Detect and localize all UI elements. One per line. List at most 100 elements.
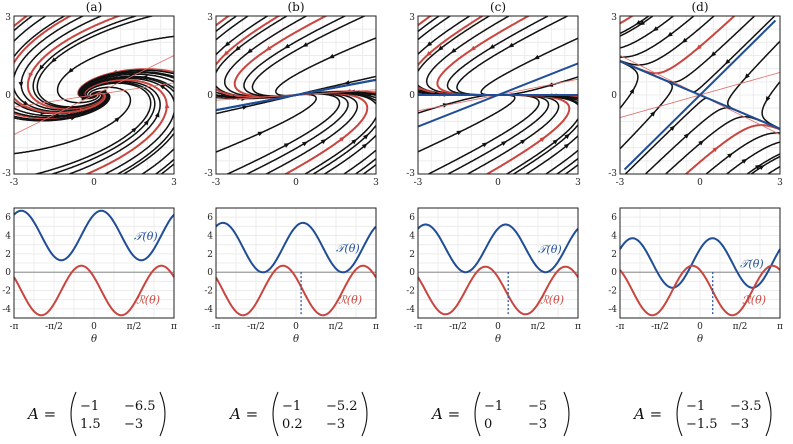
- matrix: A = −1 −6.5 1.5 −3: [26, 391, 166, 437]
- curve-xtick: 0: [697, 322, 703, 332]
- curve-ytick: -2: [2, 287, 11, 297]
- flow-arrow: [328, 53, 335, 59]
- curve-ytick: 0: [409, 268, 415, 278]
- R-curve: [417, 265, 579, 316]
- flow-arrow: [669, 125, 676, 131]
- curve-ytick: 4: [611, 232, 617, 242]
- flow-arrow: [533, 54, 540, 60]
- black-trajectory: [418, 94, 498, 114]
- curve-ytick: -4: [2, 305, 11, 315]
- curve-xtick: -π: [10, 322, 19, 332]
- phase-ytick: 0: [611, 91, 617, 101]
- matrix-prefix: A =: [430, 405, 460, 423]
- R-label: ℛ(θ): [136, 293, 160, 306]
- curve-ytick: 6: [409, 213, 415, 223]
- matrix-prefix: A =: [632, 405, 662, 423]
- flow-arrow: [470, 45, 476, 51]
- flow-arrow: [667, 31, 673, 38]
- flow-arrow: [51, 57, 57, 63]
- black-trajectory: [620, 16, 695, 58]
- eigen-direction: [216, 78, 376, 112]
- black-trajectory: [426, 94, 540, 174]
- paren-right: [159, 391, 166, 437]
- paren-left: [272, 391, 279, 437]
- flow-arrow: [539, 136, 546, 142]
- flow-arrow: [501, 140, 508, 146]
- curve-ytick: -4: [406, 305, 415, 315]
- curve-xlabel: θ: [91, 334, 97, 345]
- flow-arrow: [456, 130, 463, 136]
- flow-arrow: [481, 142, 488, 148]
- flow-arrow: [437, 45, 444, 51]
- matrix-entry: −5.2: [326, 399, 358, 414]
- flow-arrow: [681, 37, 688, 44]
- curve-ytick: 4: [5, 232, 11, 242]
- curve-grid: [418, 208, 578, 318]
- flow-arrow: [710, 51, 717, 57]
- nullcline-y: [14, 55, 174, 135]
- black-trajectory: [745, 153, 780, 174]
- flow-arrow: [635, 19, 642, 25]
- curve-xtick: -π: [616, 322, 625, 332]
- black-trajectory: [620, 16, 655, 37]
- curve-xtick: π: [777, 322, 783, 332]
- panel-c: (c) -3 0 3 3 0 -3 𝒯(θ) ℛ(θ) 6 4 2 0 -2 -4 -π -π/2 0 π/2 π θ A…: [406, 0, 581, 437]
- matrix-entry: 1.5: [80, 417, 101, 432]
- flow-arrow: [302, 42, 309, 47]
- black-trajectory: [727, 40, 780, 130]
- matrix-entry: 0.2: [282, 417, 303, 432]
- flow-arrow: [564, 133, 571, 139]
- flow-arrow: [741, 158, 748, 164]
- phase-xtick: -3: [10, 178, 19, 188]
- curve-plot: 𝒯(θ) ℛ(θ) 6 4 2 0 -2 -4 -π -π/2 0 π/2 π θ: [406, 207, 581, 345]
- eigen-direction: [623, 19, 777, 171]
- black-trajectory: [705, 132, 780, 174]
- curve-grid: [620, 208, 780, 318]
- flow-arrow: [363, 133, 369, 140]
- black-trajectory: [216, 16, 296, 99]
- paren-right: [563, 391, 570, 437]
- curve-xtick: π/2: [329, 322, 344, 332]
- curve-ytick: -2: [406, 287, 415, 297]
- black-trajectory: [620, 60, 673, 150]
- curve-ytick: 6: [207, 213, 213, 223]
- curve-ytick: 2: [409, 250, 415, 260]
- matrix-entry: −1: [686, 399, 705, 414]
- curve-ytick: 4: [207, 232, 213, 242]
- matrix: A = −1 −3.5 −1.5 −3: [632, 391, 772, 437]
- flow-arrow: [758, 165, 765, 171]
- paren-left: [474, 391, 481, 437]
- R-curve: [13, 264, 175, 317]
- flow-arrow: [80, 111, 87, 116]
- black-trajectory: [761, 80, 780, 130]
- black-trajectory: [620, 16, 756, 83]
- red-trajectory: [684, 124, 780, 174]
- flow-arrow: [343, 80, 350, 85]
- curve-ytick: 0: [611, 268, 617, 278]
- eigen-direction: [418, 62, 578, 128]
- curve-plot: 𝒯(θ) ℛ(θ) 6 4 2 0 -2 -4 -π -π/2 0 π/2 π θ: [2, 207, 177, 345]
- curve-ytick: 2: [611, 250, 617, 260]
- phase-portrait: -3 0 3 3 0 -3: [204, 13, 379, 188]
- paren-right: [361, 391, 368, 437]
- phase-frame: [417, 15, 579, 175]
- flow-arrow: [712, 146, 719, 153]
- phase-xtick: 0: [91, 178, 97, 188]
- matrix: A = −1 −5 0 −3: [430, 391, 570, 437]
- flow-arrow: [744, 73, 750, 80]
- phase-xtick: 0: [697, 178, 703, 188]
- black-trajectory: [498, 76, 578, 96]
- curve-ytick: -4: [204, 305, 213, 315]
- flow-arrow: [164, 102, 170, 109]
- flow-arrow: [265, 45, 272, 51]
- curve-ytick: -2: [608, 287, 617, 297]
- phase-frame: [13, 15, 175, 175]
- flow-arrow: [242, 105, 249, 110]
- black-trajectory: [785, 94, 793, 250]
- paren-right: [765, 391, 772, 437]
- flow-arrow: [102, 77, 109, 82]
- curve-xtick: 0: [91, 322, 97, 332]
- phase-frame: [619, 15, 781, 175]
- flow-arrow: [339, 136, 346, 142]
- flow-arrow: [302, 141, 308, 147]
